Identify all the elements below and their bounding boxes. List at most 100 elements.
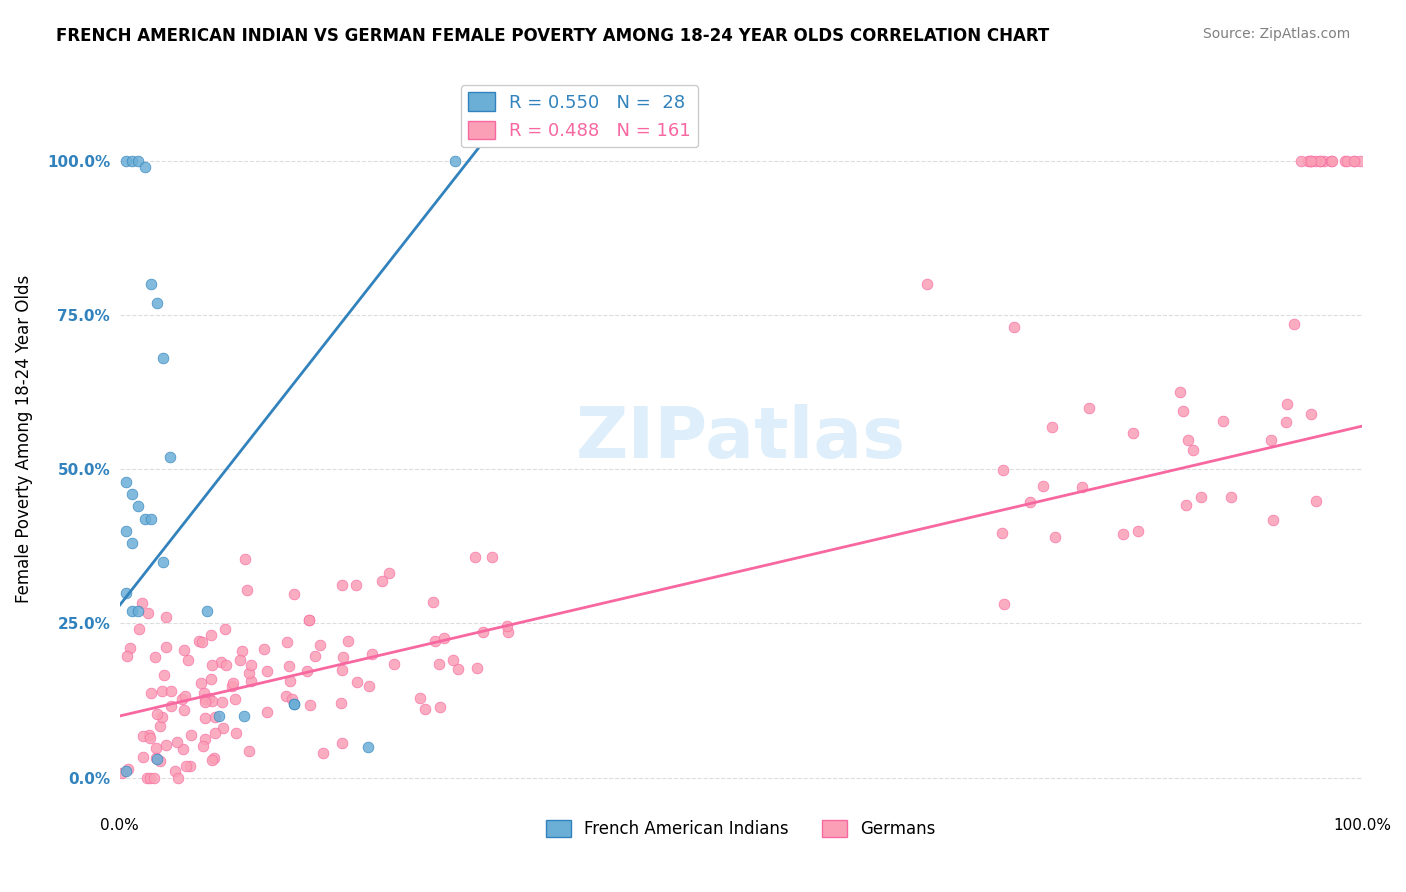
Point <box>238 666 260 681</box>
Point <box>240 658 263 673</box>
Point <box>150 710 173 724</box>
Point <box>225 726 247 740</box>
Point <box>429 700 451 714</box>
Point <box>1282 317 1305 331</box>
Point <box>1212 414 1234 428</box>
Point <box>214 623 236 637</box>
Point <box>146 295 169 310</box>
Point <box>155 609 177 624</box>
Point <box>239 674 262 689</box>
Point <box>172 692 194 706</box>
Point <box>329 696 352 710</box>
Point <box>149 719 172 733</box>
Point <box>150 684 173 698</box>
Point <box>346 675 368 690</box>
Point <box>238 744 260 758</box>
Point <box>444 154 467 169</box>
Point <box>283 587 305 601</box>
Point <box>194 695 217 709</box>
Point <box>202 750 225 764</box>
Point <box>159 698 181 713</box>
Point <box>146 706 169 721</box>
Point <box>359 679 381 693</box>
Point <box>115 524 138 538</box>
Point <box>128 622 150 636</box>
Point <box>1309 154 1331 169</box>
Point <box>1077 401 1099 415</box>
Point <box>1275 415 1298 429</box>
Point <box>298 698 321 712</box>
Point <box>377 566 399 580</box>
Point <box>115 475 138 489</box>
Point <box>1019 495 1042 509</box>
Point <box>330 736 353 750</box>
Point <box>152 351 174 366</box>
Point <box>274 689 297 703</box>
Point <box>409 690 432 705</box>
Point <box>1301 154 1323 169</box>
Point <box>337 634 360 648</box>
Point <box>1128 524 1150 538</box>
Point <box>179 759 201 773</box>
Point <box>1343 154 1365 169</box>
Point <box>128 500 150 514</box>
Point <box>155 640 177 655</box>
Point <box>172 742 194 756</box>
Point <box>143 650 166 665</box>
Point <box>209 656 232 670</box>
Point <box>121 154 143 169</box>
Point <box>159 450 181 464</box>
Point <box>993 463 1015 477</box>
Point <box>330 663 353 677</box>
Point <box>277 658 299 673</box>
Point <box>198 691 221 706</box>
Point <box>1320 154 1343 169</box>
Point <box>308 638 330 652</box>
Point <box>201 753 224 767</box>
Point <box>138 727 160 741</box>
Point <box>145 751 167 765</box>
Point <box>496 625 519 640</box>
Point <box>166 735 188 749</box>
Point <box>1333 154 1355 169</box>
Point <box>1299 154 1322 169</box>
Point <box>200 672 222 686</box>
Point <box>121 604 143 618</box>
Point <box>1219 490 1241 504</box>
Point <box>191 739 214 753</box>
Point <box>360 648 382 662</box>
Point <box>496 618 519 632</box>
Point <box>146 752 169 766</box>
Point <box>214 658 236 673</box>
Point <box>357 739 380 754</box>
Point <box>433 631 456 645</box>
Point <box>115 585 138 599</box>
Point <box>1299 407 1322 421</box>
Point <box>1299 154 1322 169</box>
Point <box>115 154 138 169</box>
Point <box>111 765 134 780</box>
Point <box>441 653 464 667</box>
Point <box>371 574 394 588</box>
Point <box>1173 403 1195 417</box>
Point <box>427 657 450 671</box>
Point <box>160 684 183 698</box>
Point <box>1343 154 1365 169</box>
Point <box>413 702 436 716</box>
Point <box>121 487 143 501</box>
Point <box>1189 490 1212 504</box>
Point <box>128 604 150 618</box>
Point <box>155 738 177 752</box>
Point <box>447 662 470 676</box>
Point <box>173 703 195 717</box>
Point <box>298 613 321 627</box>
Point <box>193 686 215 700</box>
Point <box>231 643 253 657</box>
Point <box>993 597 1015 611</box>
Point <box>128 154 150 169</box>
Point <box>295 664 318 678</box>
Point <box>194 711 217 725</box>
Point <box>167 771 190 785</box>
Point <box>283 697 305 711</box>
Point <box>194 691 217 706</box>
